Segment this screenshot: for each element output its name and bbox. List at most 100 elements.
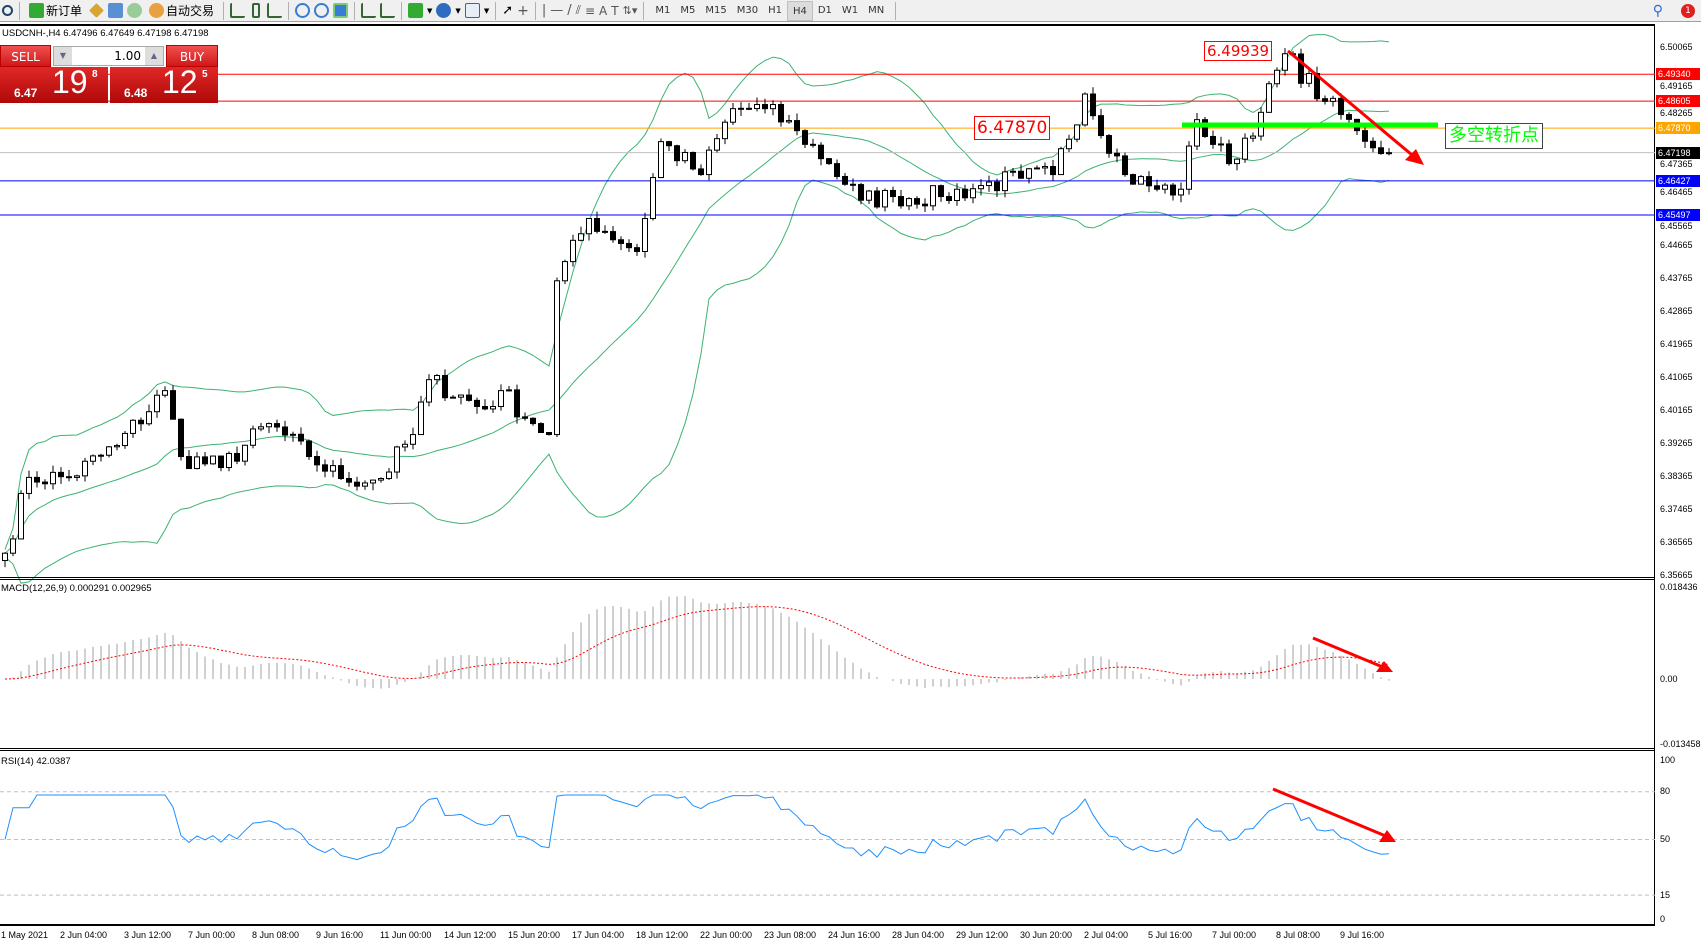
zoom-in-icon[interactable] (295, 3, 311, 18)
trend-arrow (1287, 49, 1419, 162)
dropdown-arrow-icon[interactable]: ▼ (455, 6, 461, 15)
candle-body (218, 455, 224, 469)
candle-body (1122, 155, 1128, 176)
time-axis-label: 14 Jun 12:00 (444, 930, 497, 940)
candle-body (1282, 53, 1288, 71)
text-icon[interactable]: A (599, 3, 608, 18)
high-price-label[interactable]: 6.49939 (1204, 41, 1273, 61)
candle-body (882, 189, 888, 208)
rsi-panel-divider[interactable] (0, 748, 1655, 751)
level-price-tag: 6.46427 (1656, 174, 1700, 187)
price-axis-label: 6.41065 (1660, 371, 1693, 382)
candle-body (634, 247, 640, 252)
trendline-icon[interactable]: / (567, 3, 572, 18)
zoom-out-icon[interactable] (314, 3, 330, 18)
symbol-info: USDCNH-,H4 6.47496 6.47649 6.47198 6.471… (2, 28, 209, 39)
time-axis-label: 3 Jun 12:00 (124, 930, 172, 940)
horizontal-line-icon[interactable]: — (550, 3, 564, 18)
crosshair-icon[interactable]: + (517, 2, 529, 19)
lot-size-input[interactable]: 1.00 (114, 49, 141, 63)
candle-body (770, 104, 776, 110)
timeframe-m1[interactable]: M1 (655, 4, 671, 16)
macd-axis-label: 0.00 (1660, 673, 1678, 684)
buy-button[interactable]: BUY (166, 45, 218, 67)
candle-body (722, 121, 728, 140)
line-chart-icon[interactable] (267, 3, 283, 18)
candle-body (970, 188, 976, 199)
candle-body (1226, 143, 1232, 165)
lot-increase-icon[interactable]: ▲ (145, 47, 163, 65)
time-axis-label: 5 Jul 16:00 (1148, 930, 1193, 940)
templates-icon[interactable] (464, 3, 480, 18)
candle-body (378, 478, 384, 481)
timeframe-d1[interactable]: D1 (817, 4, 832, 16)
rsi-axis-label: 0 (1660, 913, 1666, 924)
vertical-line-icon[interactable]: | (541, 3, 547, 18)
timeframe-mn[interactable]: MN (868, 4, 885, 16)
auto-scroll-icon[interactable] (361, 3, 377, 18)
price-axis-label: 6.46465 (1660, 187, 1693, 198)
candle-body (1186, 145, 1192, 190)
notification-badge[interactable]: 1 (1681, 3, 1695, 18)
candle-body (202, 456, 208, 465)
timeframe-m30[interactable]: M30 (736, 4, 759, 16)
lot-size-stepper[interactable]: ▼ 1.00 ▲ (53, 46, 164, 66)
toolbar-divider (288, 1, 290, 20)
chart-window[interactable] (0, 24, 1655, 925)
timeframe-m5[interactable]: M5 (680, 4, 696, 16)
fibonacci-icon[interactable]: ≡ (584, 3, 596, 18)
sell-button[interactable]: SELL (0, 45, 51, 67)
candle-body (282, 426, 288, 436)
candle-body (554, 280, 560, 436)
buy-price[interactable]: 6.48 12 5 (110, 67, 218, 103)
signals-icon[interactable] (127, 3, 143, 18)
candle-body (194, 456, 200, 470)
auto-trading-button[interactable]: 自动交易 (146, 1, 217, 21)
search-icon[interactable] (2, 5, 13, 16)
candle-body (1130, 174, 1136, 185)
equidistant-channel-icon[interactable]: ⫽ (575, 3, 581, 17)
candle-body (442, 375, 448, 399)
candle-body (458, 394, 464, 398)
periods-clock-icon[interactable] (436, 3, 452, 18)
auto-trading-label: 自动交易 (166, 4, 215, 18)
dropdown-arrow-icon[interactable]: ▼ (427, 6, 433, 15)
candle-body (498, 390, 504, 408)
cursor-icon[interactable]: ➚ (502, 3, 514, 18)
timeframe-h1[interactable]: H1 (768, 4, 782, 16)
candle-body (994, 181, 1000, 192)
new-order-button[interactable]: 新订单 (26, 1, 85, 21)
price-axis-label: 6.45565 (1660, 221, 1693, 232)
sell-price[interactable]: 6.47 19 8 (0, 67, 108, 103)
price-axis-label: 6.37465 (1660, 503, 1693, 514)
timeframe-m15[interactable]: M15 (705, 4, 727, 16)
dropdown-arrow-icon[interactable]: ▼ (483, 6, 490, 15)
arrows-icon[interactable]: ⇅▾ (622, 4, 638, 17)
candle-body (370, 479, 376, 484)
macd-panel-divider[interactable] (0, 577, 1655, 580)
candle-body (1330, 97, 1336, 102)
search-icon[interactable]: ⚲ (1652, 2, 1663, 19)
turning-point-label[interactable]: 多空转折点 (1445, 123, 1543, 149)
chart-shift-icon[interactable] (380, 3, 396, 18)
tile-windows-icon[interactable] (333, 3, 349, 18)
candlestick-icon[interactable] (252, 3, 261, 18)
candle-body (82, 460, 88, 477)
candle-body (330, 465, 336, 472)
time-axis-label: 2 Jul 04:00 (1084, 930, 1129, 940)
timeframe-w1[interactable]: W1 (841, 4, 859, 16)
bar-chart-icon[interactable] (230, 3, 246, 18)
navigator-icon[interactable] (108, 3, 124, 18)
indicators-icon[interactable] (408, 3, 424, 18)
timeframe-h4[interactable]: H4 (786, 0, 813, 21)
candle-body (506, 389, 512, 392)
text-label-icon[interactable]: T (611, 3, 619, 18)
time-axis-label: 9 Jun 16:00 (316, 930, 364, 940)
lot-decrease-icon[interactable]: ▼ (54, 47, 72, 65)
macd-trend-arrow-head (1376, 661, 1393, 672)
time-axis-label: 7 Jul 00:00 (1212, 930, 1257, 940)
candle-body (1346, 114, 1352, 120)
level-price-label[interactable]: 6.47870 (974, 116, 1051, 140)
candle-body (386, 471, 392, 480)
